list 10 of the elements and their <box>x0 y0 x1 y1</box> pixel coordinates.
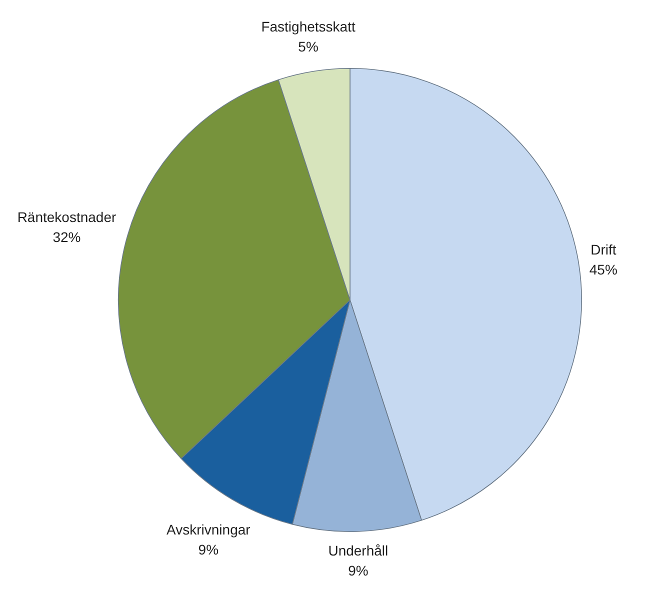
data-label: 5% <box>298 38 318 54</box>
data-label: 9% <box>198 541 219 558</box>
slice-label: Fastighetsskatt <box>261 18 356 34</box>
data-label: 9% <box>348 562 368 578</box>
slice-label: Avskrivningar <box>166 521 251 538</box>
data-label: 32% <box>52 229 81 246</box>
slice-label: Drift <box>590 242 616 258</box>
slice-label: Räntekostnader <box>17 209 117 226</box>
slice-label: Underhåll <box>328 542 388 558</box>
data-label: 45% <box>589 262 618 278</box>
